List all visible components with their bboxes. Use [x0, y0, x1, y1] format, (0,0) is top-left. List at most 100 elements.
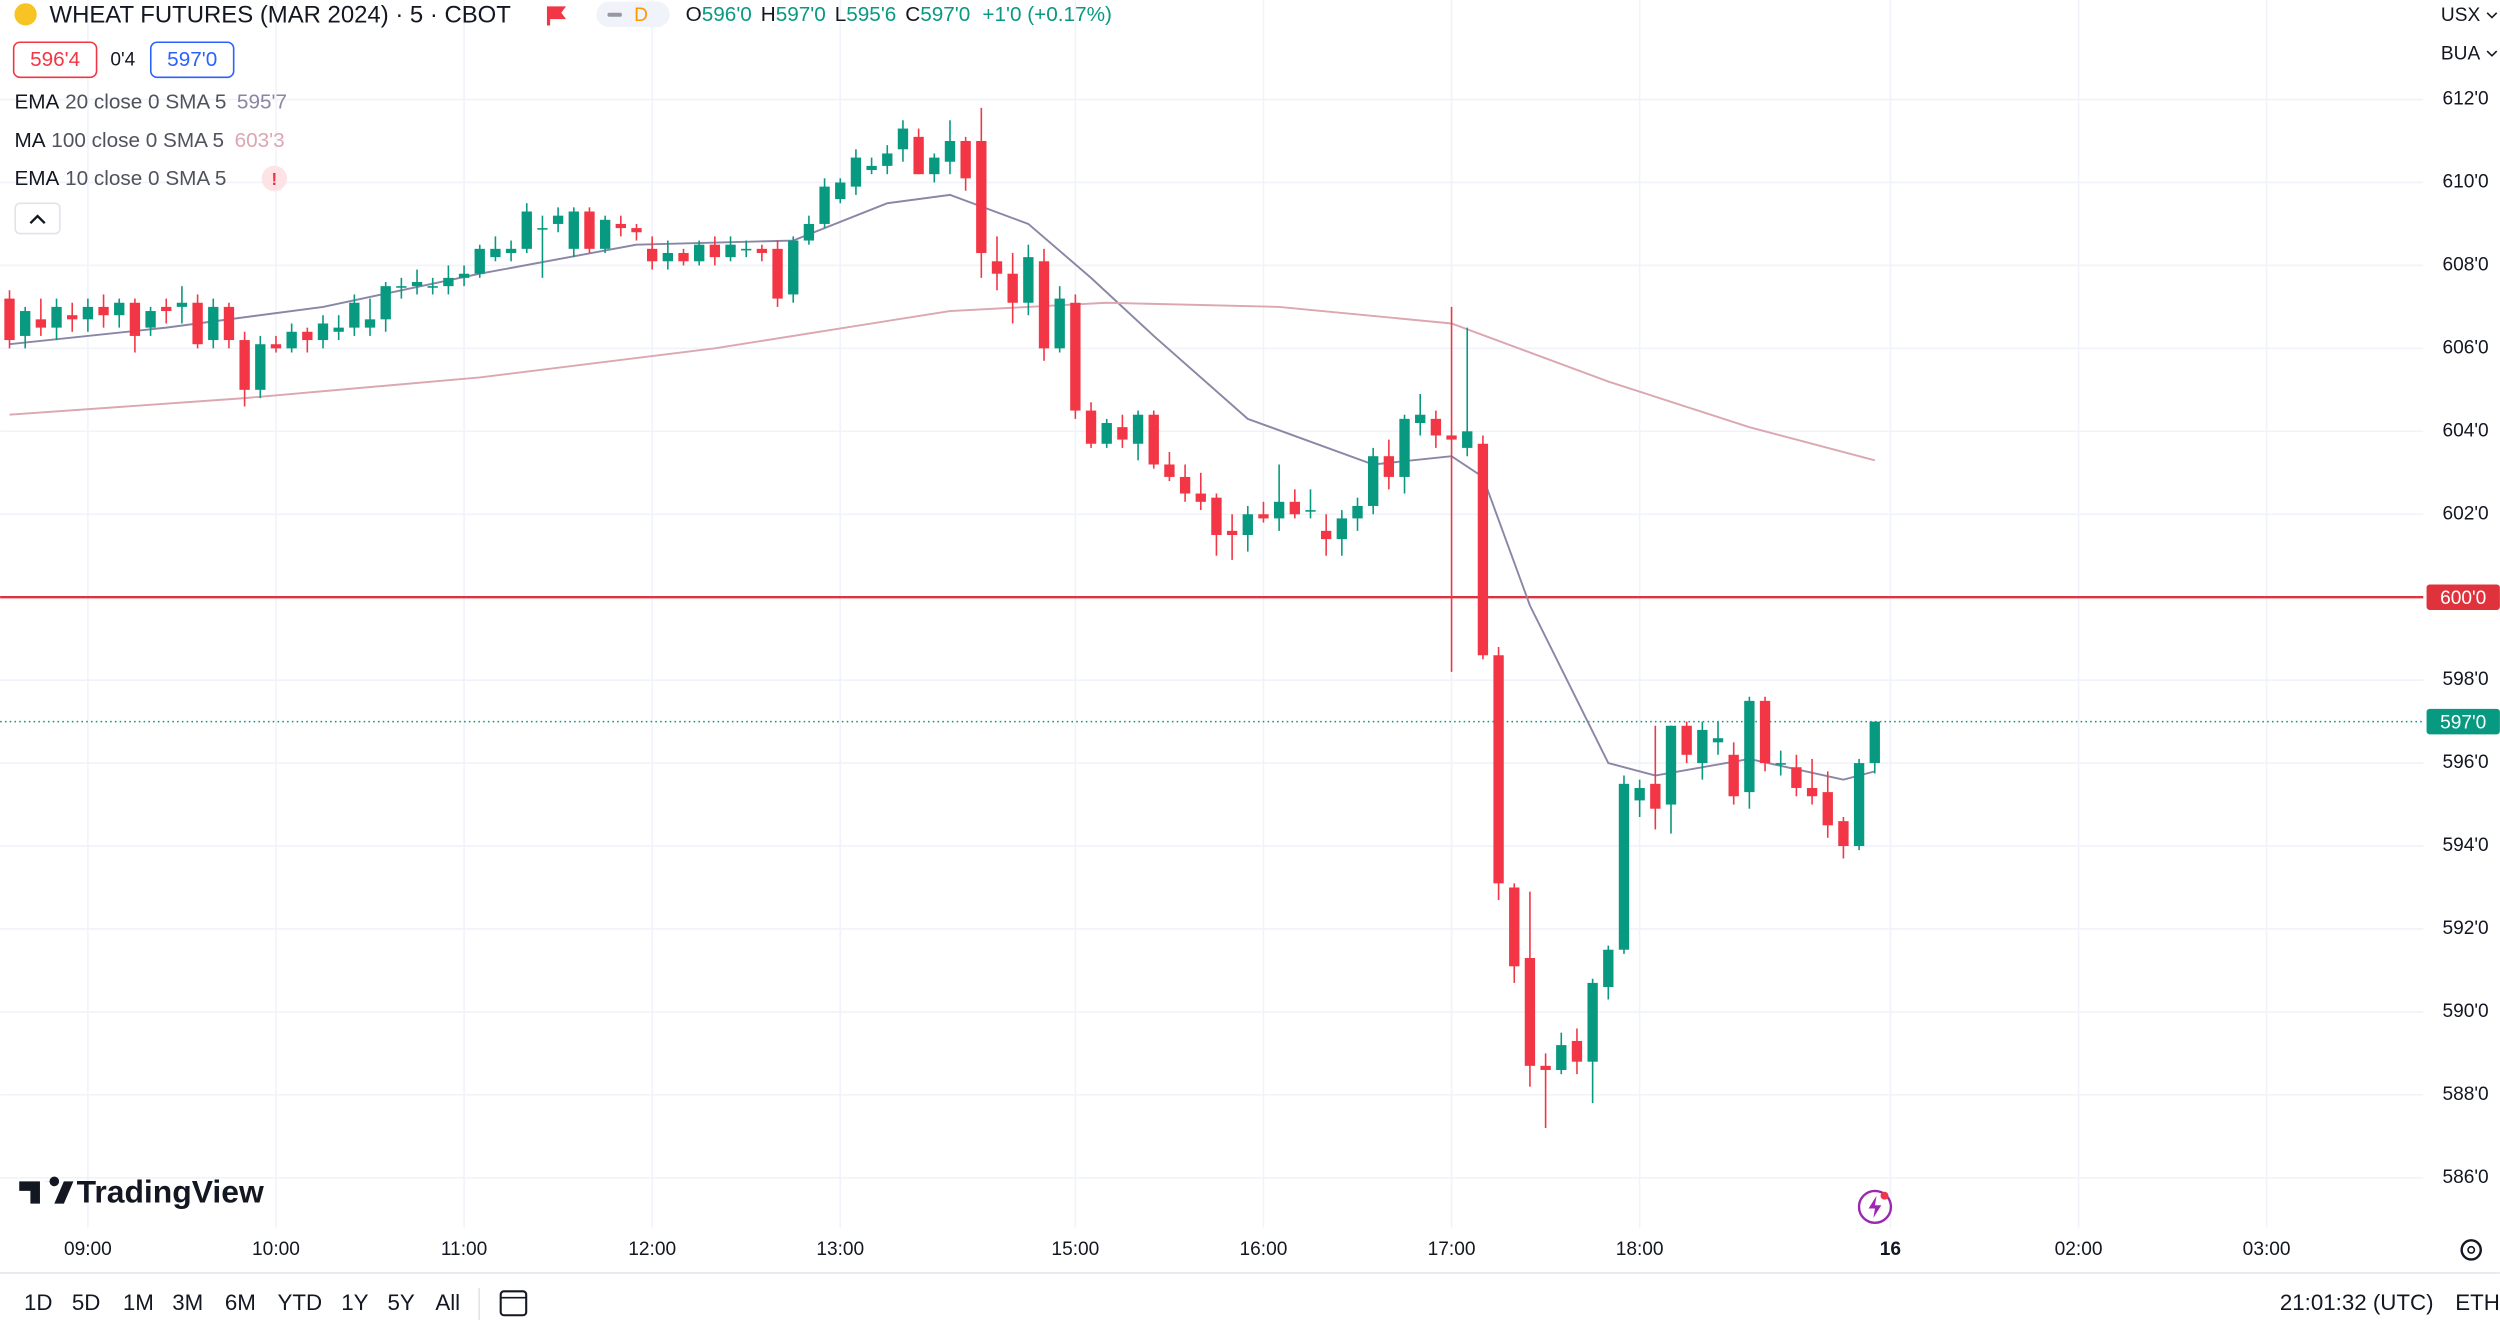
candle-body — [1132, 414, 1144, 444]
candle-body — [1054, 298, 1065, 349]
range-button[interactable]: 1Y — [341, 1290, 368, 1315]
range-button[interactable]: YTD — [278, 1290, 323, 1315]
candle-body — [599, 219, 611, 249]
candle-body — [1806, 787, 1818, 797]
ohlc-value: 595'6 — [846, 3, 896, 26]
interval-pill[interactable] — [596, 1, 670, 28]
x-tick-label: 09:00 — [64, 1239, 112, 1260]
candle-body — [1415, 414, 1426, 424]
candle-body — [223, 306, 235, 341]
candle-body — [35, 319, 47, 328]
y-tick-label: 586'0 — [2443, 1167, 2489, 1188]
indicator-value: 595'7 — [237, 91, 287, 114]
candle-body — [1179, 476, 1191, 494]
candle-body — [4, 298, 15, 341]
warning-badge[interactable] — [261, 165, 288, 192]
ohlc-readout: O596'0 H597'0 L595'6 C597'0 +1'0 (+0.17%… — [686, 3, 1112, 26]
candle-body — [82, 306, 94, 320]
candle-body — [991, 261, 1003, 274]
candle-body — [490, 248, 501, 258]
overlays — [0, 193, 2424, 781]
alert-label: 600'0 — [2440, 588, 2486, 609]
candle-body — [1556, 1045, 1567, 1070]
candle-body — [1430, 418, 1442, 436]
candle-body — [1226, 530, 1238, 535]
candle-body — [803, 223, 815, 241]
x-tick-label: 18:00 — [1616, 1239, 1664, 1260]
candle-body — [255, 344, 266, 390]
indicator-line — [9, 301, 1876, 462]
candle-body — [1697, 729, 1708, 764]
ohlc-value: 597'0 — [776, 3, 826, 26]
candle-body — [1493, 655, 1504, 884]
candle-body — [161, 306, 172, 312]
candle-body — [788, 240, 799, 295]
candle-body — [1368, 456, 1379, 506]
price-axis-bg — [2423, 0, 2500, 1228]
candle-body — [756, 248, 768, 253]
candle-body — [349, 302, 360, 328]
candle-body — [976, 141, 987, 253]
candle-body — [631, 228, 642, 233]
candle-body — [1665, 725, 1677, 805]
range-button[interactable]: 6M — [225, 1290, 256, 1315]
lightning-icon — [1868, 1195, 1882, 1219]
range-button[interactable]: All — [435, 1290, 460, 1315]
range-button[interactable]: 1D — [24, 1290, 53, 1315]
sell-button[interactable] — [12, 41, 98, 79]
candle-body — [270, 344, 282, 349]
grid — [0, 0, 2424, 1228]
indicator-params: 20 close 0 SMA 5 — [65, 91, 226, 114]
candle-body — [1211, 497, 1222, 535]
candle-body — [694, 244, 705, 262]
candle-body — [411, 282, 423, 287]
candle-body — [835, 182, 846, 200]
candle-body — [286, 331, 297, 349]
candle-body — [1712, 738, 1724, 743]
candle-body — [20, 311, 31, 336]
candle-body — [474, 248, 485, 274]
candle-body — [1258, 514, 1269, 519]
calendar-icon[interactable] — [499, 1290, 528, 1317]
candle-body — [913, 136, 924, 175]
candle-body — [537, 228, 548, 230]
range-button[interactable]: 5Y — [388, 1290, 415, 1315]
flag-icon[interactable] — [546, 6, 567, 26]
candle-body — [145, 311, 156, 328]
candle-body — [1117, 427, 1128, 440]
settings-icon[interactable] — [2460, 1239, 2482, 1261]
x-tick-label: 13:00 — [816, 1239, 864, 1260]
session[interactable]: ETH — [2455, 1290, 2500, 1315]
buy-button[interactable] — [149, 41, 235, 79]
candle-body — [114, 302, 125, 316]
unit[interactable]: BUA — [2441, 43, 2481, 64]
y-tick-label: 606'0 — [2443, 337, 2489, 358]
candle-body — [239, 340, 250, 390]
candle-body — [1587, 982, 1598, 1062]
collapse-button[interactable] — [14, 202, 61, 235]
indicator-params: 10 close 0 SMA 5 — [65, 168, 226, 191]
y-tick-label: 610'0 — [2443, 172, 2489, 193]
candle-body — [960, 141, 971, 179]
candle-body — [1273, 501, 1285, 519]
ohlc-key: L — [835, 3, 847, 26]
candle-body — [1007, 273, 1018, 303]
candle-body — [725, 244, 736, 258]
y-tick-label: 598'0 — [2443, 669, 2489, 690]
chevron-icon — [29, 214, 46, 225]
candle-body — [98, 306, 109, 316]
range-button[interactable]: 5D — [72, 1290, 101, 1315]
range-button[interactable]: 1M — [123, 1290, 154, 1315]
candle-body — [192, 302, 203, 345]
ohlc-key: H — [761, 3, 776, 26]
candle-body — [1289, 501, 1300, 515]
candle-body — [380, 286, 391, 320]
candle-body — [772, 248, 783, 299]
x-tick-label: 03:00 — [2243, 1239, 2291, 1260]
candle-body — [615, 223, 626, 229]
candle-body — [521, 211, 532, 249]
range-button[interactable]: 3M — [172, 1290, 203, 1315]
currency[interactable]: USX — [2441, 5, 2481, 26]
buy-price: 597'0 — [167, 48, 217, 71]
